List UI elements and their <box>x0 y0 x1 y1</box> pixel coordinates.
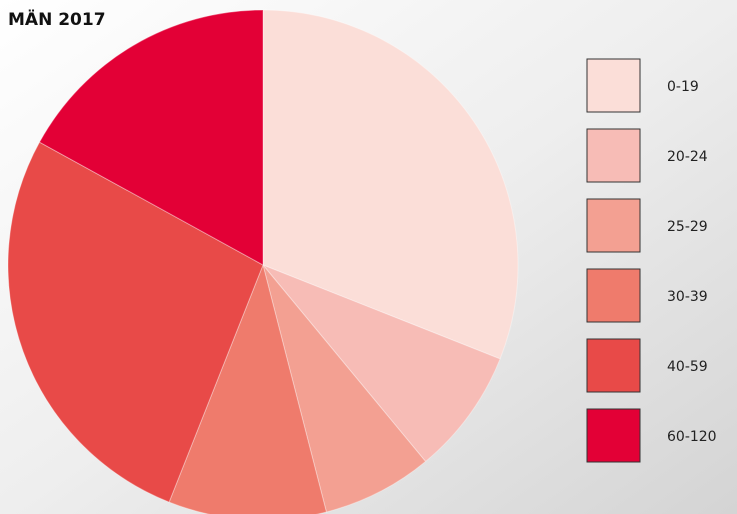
legend-label: 30-39 <box>667 289 708 305</box>
legend-label: 60-120 <box>667 429 717 445</box>
legend-swatch <box>587 409 640 462</box>
chart: 0-19 20-24 25-29 30-39 40-59 60-120 MÄN 2017 <box>0 0 737 514</box>
legend-label: 40-59 <box>667 359 708 375</box>
legend-swatch <box>587 199 640 252</box>
chart-title: MÄN 2017 <box>8 8 106 30</box>
legend-label: 20-24 <box>667 149 708 165</box>
legend-swatch <box>587 339 640 392</box>
legend-swatch <box>587 59 640 112</box>
pie <box>8 10 518 514</box>
legend-label: 0-19 <box>667 79 699 95</box>
legend-swatch <box>587 269 640 322</box>
legend-swatch <box>587 129 640 182</box>
legend-label: 25-29 <box>667 219 708 235</box>
